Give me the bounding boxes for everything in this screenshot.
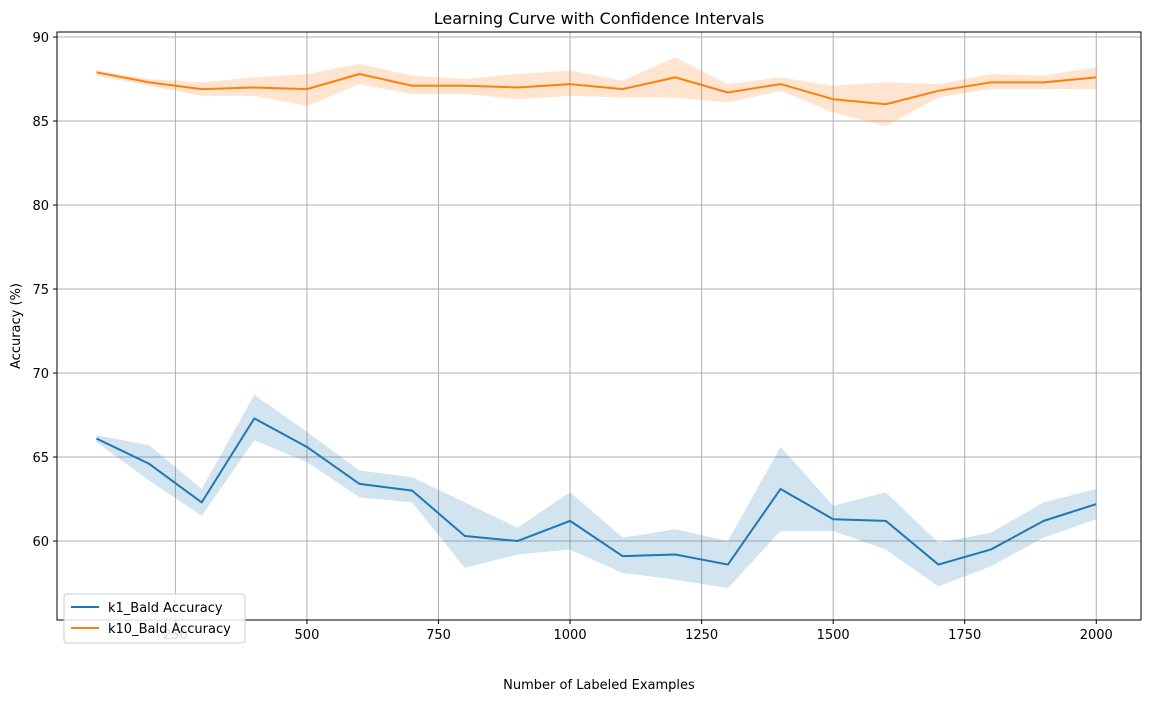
y-axis-ticks: 60 65 70 75 80 85 90 — [32, 31, 57, 550]
x-tick-label: 1750 — [948, 628, 981, 643]
legend: k1_Bald Accuracy k10_Bald Accuracy — [63, 593, 246, 644]
y-axis-label: Accuracy (%) — [9, 283, 24, 369]
legend-label-k10: k10_Bald Accuracy — [108, 622, 231, 637]
legend-label-k1: k1_Bald Accuracy — [108, 601, 223, 616]
grid-lines — [57, 32, 1141, 620]
x-axis-label: Number of Labeled Examples — [503, 678, 695, 693]
series-line-k10 — [96, 71, 1097, 106]
confidence-band-k1 — [96, 394, 1097, 589]
x-tick-label: 500 — [295, 628, 320, 643]
y-tick-label: 90 — [32, 31, 49, 46]
x-tick-label: 1000 — [554, 628, 587, 643]
confidence-band-k10 — [96, 57, 1097, 127]
y-tick-label: 80 — [32, 199, 49, 214]
y-tick-label: 70 — [32, 367, 49, 382]
series-lines — [96, 71, 1097, 566]
y-tick-label: 75 — [32, 283, 49, 298]
confidence-bands — [96, 57, 1097, 589]
series-line-k1 — [96, 417, 1097, 566]
chart-title: Learning Curve with Confidence Intervals — [434, 9, 765, 28]
y-tick-label: 65 — [32, 451, 49, 466]
x-axis-ticks: 25050075010001250150017502000 — [163, 620, 1113, 643]
y-tick-label: 60 — [32, 535, 49, 550]
x-tick-label: 2000 — [1080, 628, 1113, 643]
y-tick-label: 85 — [32, 115, 49, 130]
x-tick-label: 1500 — [817, 628, 850, 643]
plot-frame — [56, 31, 1142, 621]
legend-box — [63, 593, 246, 644]
x-tick-label: 750 — [426, 628, 451, 643]
x-tick-label: 1250 — [685, 628, 718, 643]
